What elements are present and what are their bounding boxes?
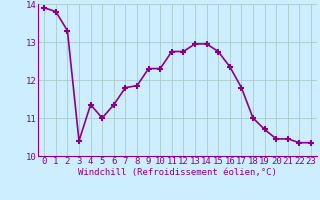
X-axis label: Windchill (Refroidissement éolien,°C): Windchill (Refroidissement éolien,°C) [78,168,277,177]
